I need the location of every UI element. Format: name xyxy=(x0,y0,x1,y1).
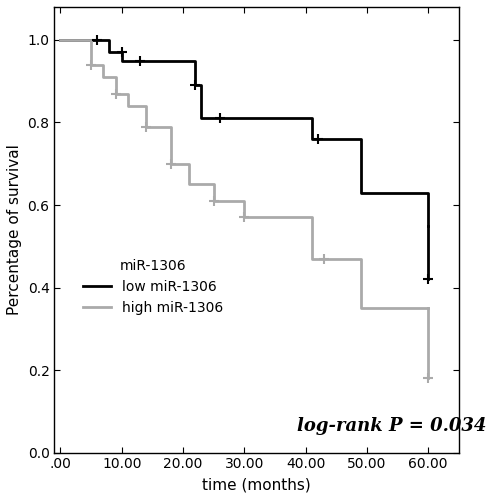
Y-axis label: Percentage of survival: Percentage of survival xyxy=(7,144,22,315)
Legend: low miR-1306, high miR-1306: low miR-1306, high miR-1306 xyxy=(78,254,229,321)
X-axis label: time (months): time (months) xyxy=(202,477,311,492)
Text: log-rank P = 0.034: log-rank P = 0.034 xyxy=(297,417,486,435)
